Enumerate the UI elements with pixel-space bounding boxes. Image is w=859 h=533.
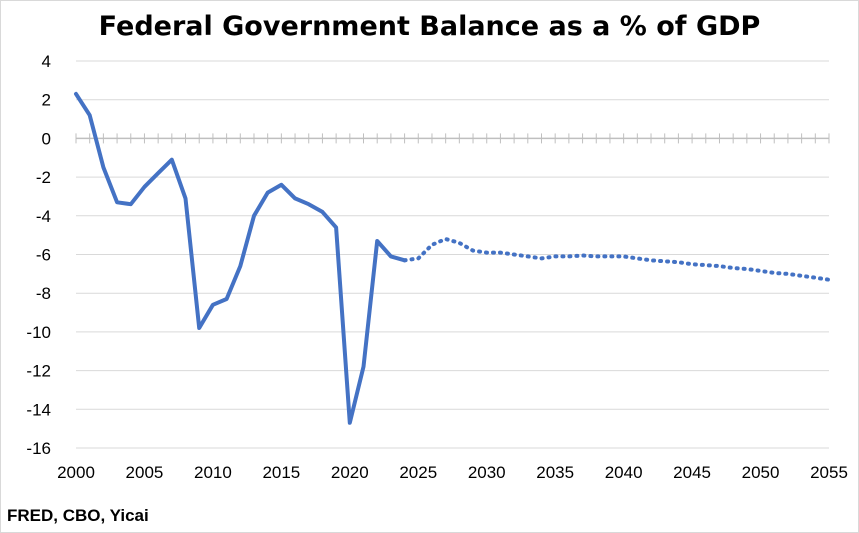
x-tick-label: 2010 [194,463,232,482]
x-tick-label: 2000 [57,463,95,482]
y-tick-label: -14 [26,400,51,419]
tick-labels: 4 2 0 -2 -4 -6 -8 -10 -12 -14 -16 2000 2005 2010 2015 2… [26,52,847,482]
y-tick-label: 4 [42,52,51,71]
x-tick-label: 2045 [673,463,711,482]
y-tick-label: -8 [36,284,51,303]
series-line-projection [402,237,831,282]
gridlines [76,60,829,449]
x-tick-label: 2035 [536,463,574,482]
x-tick-label: 2040 [605,463,643,482]
chart-title: Federal Government Balance as a % of GDP [98,11,761,42]
source-note: FRED, CBO, Yicai [7,506,149,525]
x-tick-label: 2030 [468,463,506,482]
series-lines [74,91,831,425]
axes [75,133,830,144]
x-tick-label: 2020 [331,463,369,482]
y-tick-label: 2 [42,91,51,110]
x-tick-label: 2055 [810,463,848,482]
x-tick-label: 2050 [742,463,780,482]
y-tick-label: -12 [26,362,51,381]
y-tick-label: -16 [26,439,51,458]
y-tick-label: -2 [36,168,51,187]
y-tick-label: 0 [42,129,51,148]
y-tick-label: -4 [36,207,51,226]
x-tick-label: 2015 [262,463,300,482]
y-tick-label: -6 [36,246,51,265]
y-tick-label: -10 [26,323,51,342]
series-line-historical [74,91,407,425]
x-tick-label: 2025 [399,463,437,482]
x-tick-label: 2005 [126,463,164,482]
